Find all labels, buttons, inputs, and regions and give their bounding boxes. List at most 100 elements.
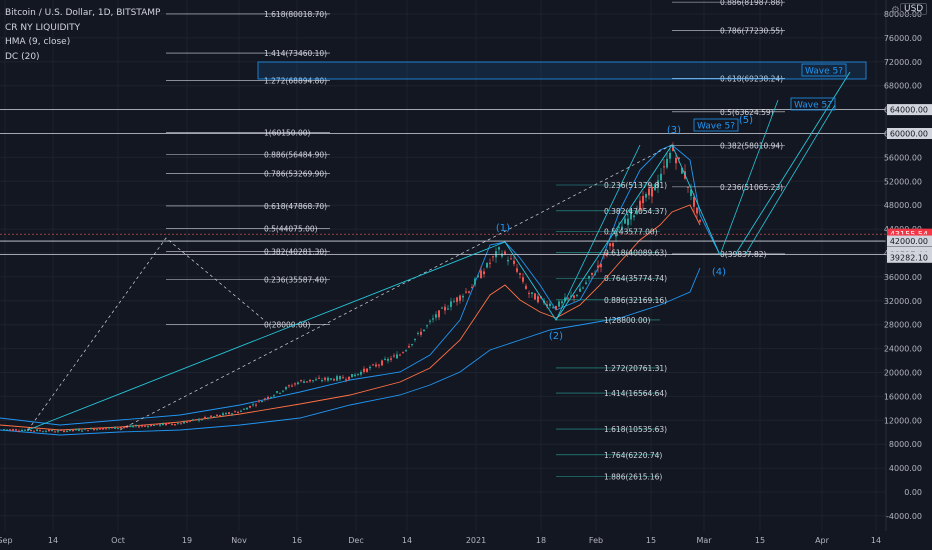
candle-body bbox=[693, 196, 695, 207]
candle-body bbox=[636, 210, 638, 215]
wave5-projection-1 bbox=[719, 99, 779, 256]
candle-body bbox=[534, 293, 536, 300]
candle-body bbox=[45, 430, 47, 432]
candle-body bbox=[201, 419, 203, 421]
candle-body bbox=[381, 360, 383, 366]
candle-body bbox=[237, 411, 239, 413]
candle-body bbox=[111, 427, 113, 429]
symbol-title[interactable]: Bitcoin / U.S. Dollar, 1D, BITSTAMP bbox=[5, 8, 161, 18]
candle-body bbox=[408, 346, 410, 348]
candle-body bbox=[282, 390, 284, 392]
fib-left-label: 0.886(56484.90) bbox=[264, 151, 327, 160]
candle-body bbox=[234, 411, 236, 413]
candle-body bbox=[243, 408, 245, 410]
candle-body bbox=[357, 373, 359, 375]
candle-body bbox=[270, 396, 272, 398]
candle-body bbox=[267, 397, 269, 399]
indicator-dc[interactable]: DC (20) bbox=[5, 51, 40, 62]
candle-body bbox=[606, 252, 608, 255]
fib-mid-label: 1.764(6220.74) bbox=[604, 451, 662, 460]
candle-body bbox=[528, 292, 530, 294]
candle-body bbox=[588, 276, 590, 279]
candle-body bbox=[546, 304, 548, 307]
candle-body bbox=[294, 383, 296, 385]
candle-body bbox=[630, 210, 632, 220]
candle-body bbox=[72, 430, 74, 432]
wave5-target-1-box bbox=[693, 118, 739, 132]
wave-1-label: (1) bbox=[496, 223, 510, 234]
candle-body bbox=[99, 427, 101, 430]
candle-body bbox=[321, 380, 323, 382]
candle-body bbox=[654, 184, 656, 191]
candle-body bbox=[624, 218, 626, 224]
candle-body bbox=[135, 425, 137, 427]
indicator-cr-ny[interactable]: CR NY LIQUIDITY bbox=[5, 22, 81, 33]
candle-body bbox=[600, 263, 602, 268]
fib-left-label: 0.5(44075.00) bbox=[264, 225, 318, 234]
candle-body bbox=[327, 377, 329, 381]
candle-body bbox=[372, 364, 374, 366]
fib-mid-label: 0.618(40089.63) bbox=[604, 248, 667, 257]
candle-body bbox=[363, 368, 365, 372]
donchian-lower bbox=[0, 267, 701, 436]
candle-body bbox=[129, 425, 131, 427]
candle-body bbox=[378, 364, 380, 366]
candle-body bbox=[393, 355, 395, 357]
y-tick-label: 72000.00 bbox=[884, 58, 922, 67]
candle-body bbox=[483, 271, 485, 275]
candle-body bbox=[177, 423, 179, 425]
x-tick-label: 14 bbox=[871, 536, 881, 545]
y-tick-label: 0.00 bbox=[904, 488, 922, 497]
fib-mid-label: 0.886(32169.16) bbox=[604, 296, 667, 305]
indicator-hma[interactable]: HMA (9, close) bbox=[5, 37, 71, 47]
gear-icon[interactable]: ⚙ bbox=[891, 5, 900, 16]
price-label-bg bbox=[887, 228, 932, 240]
candle-body bbox=[21, 430, 23, 432]
fib-mid-label: 0.764(35774.74) bbox=[604, 274, 667, 283]
candle-body bbox=[219, 414, 221, 416]
candle-body bbox=[480, 270, 482, 279]
candle-body bbox=[585, 282, 587, 284]
time-axis[interactable]: Sep 14 Oct 19 Nov 16 Dec 14 2021 18 Feb 15 Mar 15 Apr 1… bbox=[0, 531, 932, 550]
candle-body bbox=[324, 377, 326, 380]
candle-body bbox=[666, 158, 668, 168]
candle-body bbox=[261, 401, 263, 403]
candle-body bbox=[246, 407, 248, 410]
candle-body bbox=[507, 259, 509, 262]
candle-body bbox=[150, 424, 152, 427]
candle-body bbox=[678, 157, 680, 159]
candle-body bbox=[141, 425, 143, 427]
wave-2-label: (2) bbox=[549, 331, 563, 342]
x-tick-label: 16 bbox=[292, 536, 302, 545]
candle-body bbox=[69, 429, 71, 432]
wave-drawings: (1) (2) (3) (4) (5) Wave 5? Wave 5? Wave 5? bbox=[0, 61, 886, 431]
candle-body bbox=[258, 400, 260, 402]
fib-left-label: 0.236(35587.40) bbox=[264, 275, 327, 284]
x-tick-label: 2021 bbox=[466, 536, 486, 545]
candle-body bbox=[75, 429, 77, 431]
currency-badge[interactable]: USD bbox=[900, 3, 928, 15]
candle-body bbox=[18, 430, 20, 432]
price-axis[interactable]: 80000.0076000.0072000.0068000.0064000.00… bbox=[884, 0, 932, 550]
candle-body bbox=[333, 379, 335, 381]
candle-body bbox=[144, 425, 146, 427]
candle-body bbox=[117, 428, 119, 430]
candle-body bbox=[522, 277, 524, 282]
candle-body bbox=[660, 173, 662, 181]
candle-body bbox=[531, 292, 533, 294]
x-tick-label: Dec bbox=[348, 536, 363, 545]
candle-body bbox=[615, 232, 617, 237]
candle-body bbox=[33, 430, 35, 432]
candle-body bbox=[108, 427, 110, 429]
wave5-projection-2 bbox=[734, 71, 851, 256]
indicator-bands bbox=[0, 144, 721, 436]
y-tick-label: 32000.00 bbox=[884, 297, 922, 306]
candle-body bbox=[552, 307, 554, 309]
candle-body bbox=[621, 226, 623, 230]
candle-body bbox=[93, 429, 95, 431]
candle-body bbox=[450, 301, 452, 307]
candle-body bbox=[66, 430, 68, 432]
candle-body bbox=[459, 295, 461, 301]
candle-body bbox=[345, 379, 347, 381]
